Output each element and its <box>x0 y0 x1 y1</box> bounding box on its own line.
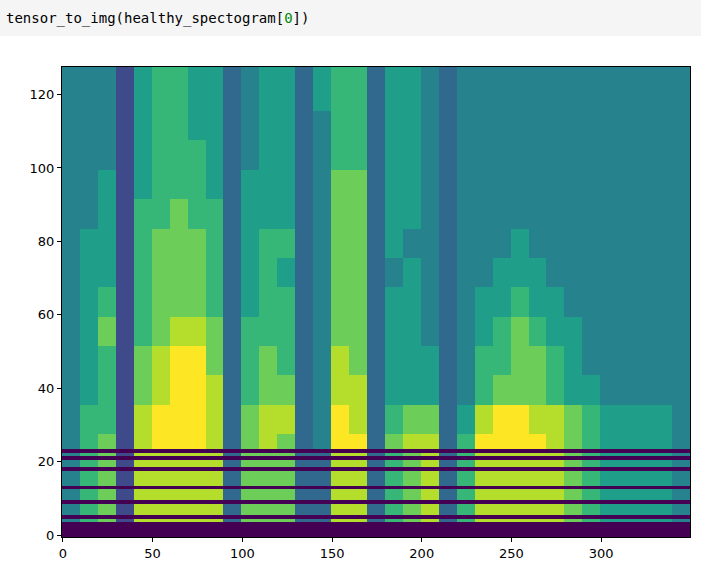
svg-text:100: 100 <box>230 546 255 561</box>
svg-text:0: 0 <box>46 528 54 543</box>
svg-text:50: 50 <box>144 546 161 561</box>
svg-text:100: 100 <box>30 161 55 176</box>
svg-text:150: 150 <box>320 546 345 561</box>
html-text:tensor_to_img(healthy_spectogr: tensor_to_img(healthy_spectogram[0]) <box>6 10 310 26</box>
svg-text:0: 0 <box>59 546 67 561</box>
svg-text:60: 60 <box>38 307 55 322</box>
svg-text:20: 20 <box>38 454 55 469</box>
svg-text:120: 120 <box>30 87 55 102</box>
svg-text:300: 300 <box>589 546 614 561</box>
svg-text:80: 80 <box>38 234 55 249</box>
svg-text:200: 200 <box>409 546 434 561</box>
svg-text:40: 40 <box>38 381 55 396</box>
svg-text:250: 250 <box>499 546 524 561</box>
